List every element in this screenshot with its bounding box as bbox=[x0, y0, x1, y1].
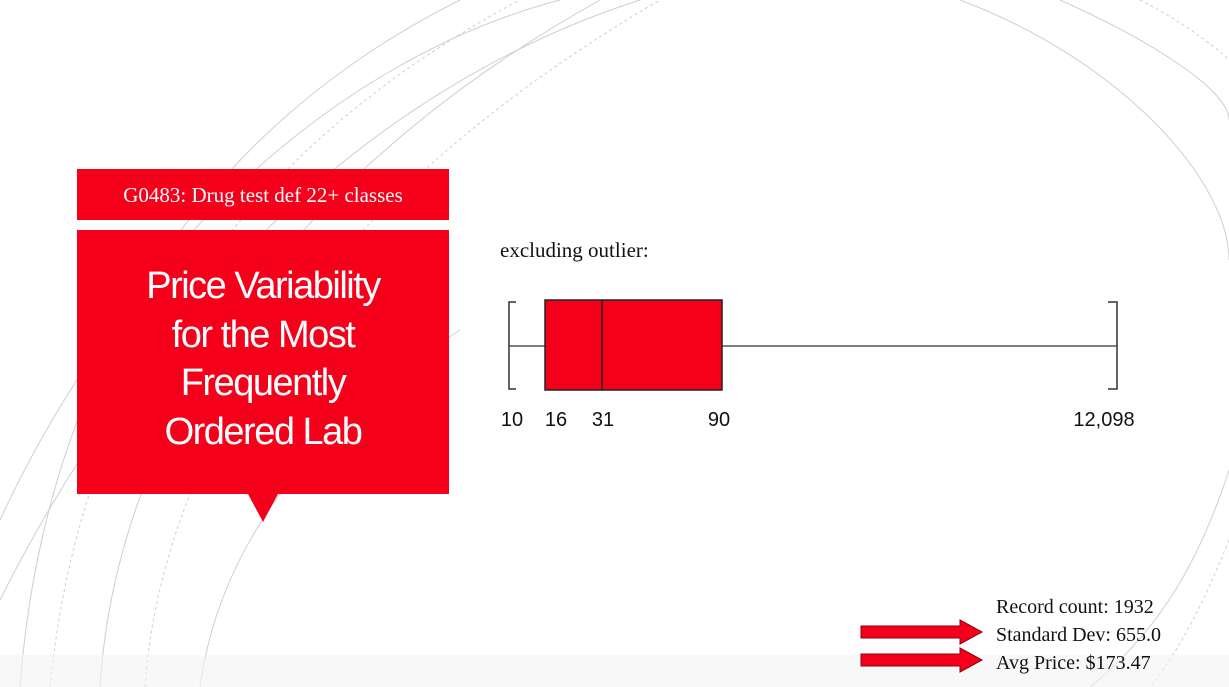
chart-subtitle: excluding outlier: bbox=[500, 238, 649, 262]
lab-code-text: G0483: Drug test def 22+ classes bbox=[123, 183, 403, 207]
tick-label-q3: 90 bbox=[708, 409, 730, 431]
title-line: Ordered Lab bbox=[164, 410, 363, 453]
right-arrow-icon bbox=[860, 647, 984, 673]
lab-code-banner: G0483: Drug test def 22+ classes bbox=[77, 169, 449, 220]
record-count: Record count: 1932 bbox=[996, 596, 1154, 618]
tick-label-q1: 16 bbox=[545, 409, 567, 431]
stats-panel: Record count: 1932 Standard Dev: 655.0 A… bbox=[996, 593, 1161, 677]
tick-label-max: 12,098 bbox=[1073, 409, 1134, 431]
standard-dev: Standard Dev: 655.0 bbox=[996, 624, 1161, 646]
title-card bbox=[77, 230, 449, 494]
iqr-box bbox=[544, 299, 723, 391]
slide-title: Price Variability for the Most Frequentl… bbox=[77, 262, 449, 456]
tick-label-min: 10 bbox=[501, 409, 523, 431]
title-line: Frequently bbox=[180, 362, 347, 404]
avg-price: Avg Price: $173.47 bbox=[996, 652, 1151, 674]
title-card-pointer bbox=[248, 494, 278, 522]
tick-label-median: 31 bbox=[592, 409, 614, 431]
right-arrow-icon bbox=[860, 619, 984, 645]
title-line: Price Variability bbox=[146, 265, 381, 307]
title-line: for the Most bbox=[171, 313, 356, 356]
